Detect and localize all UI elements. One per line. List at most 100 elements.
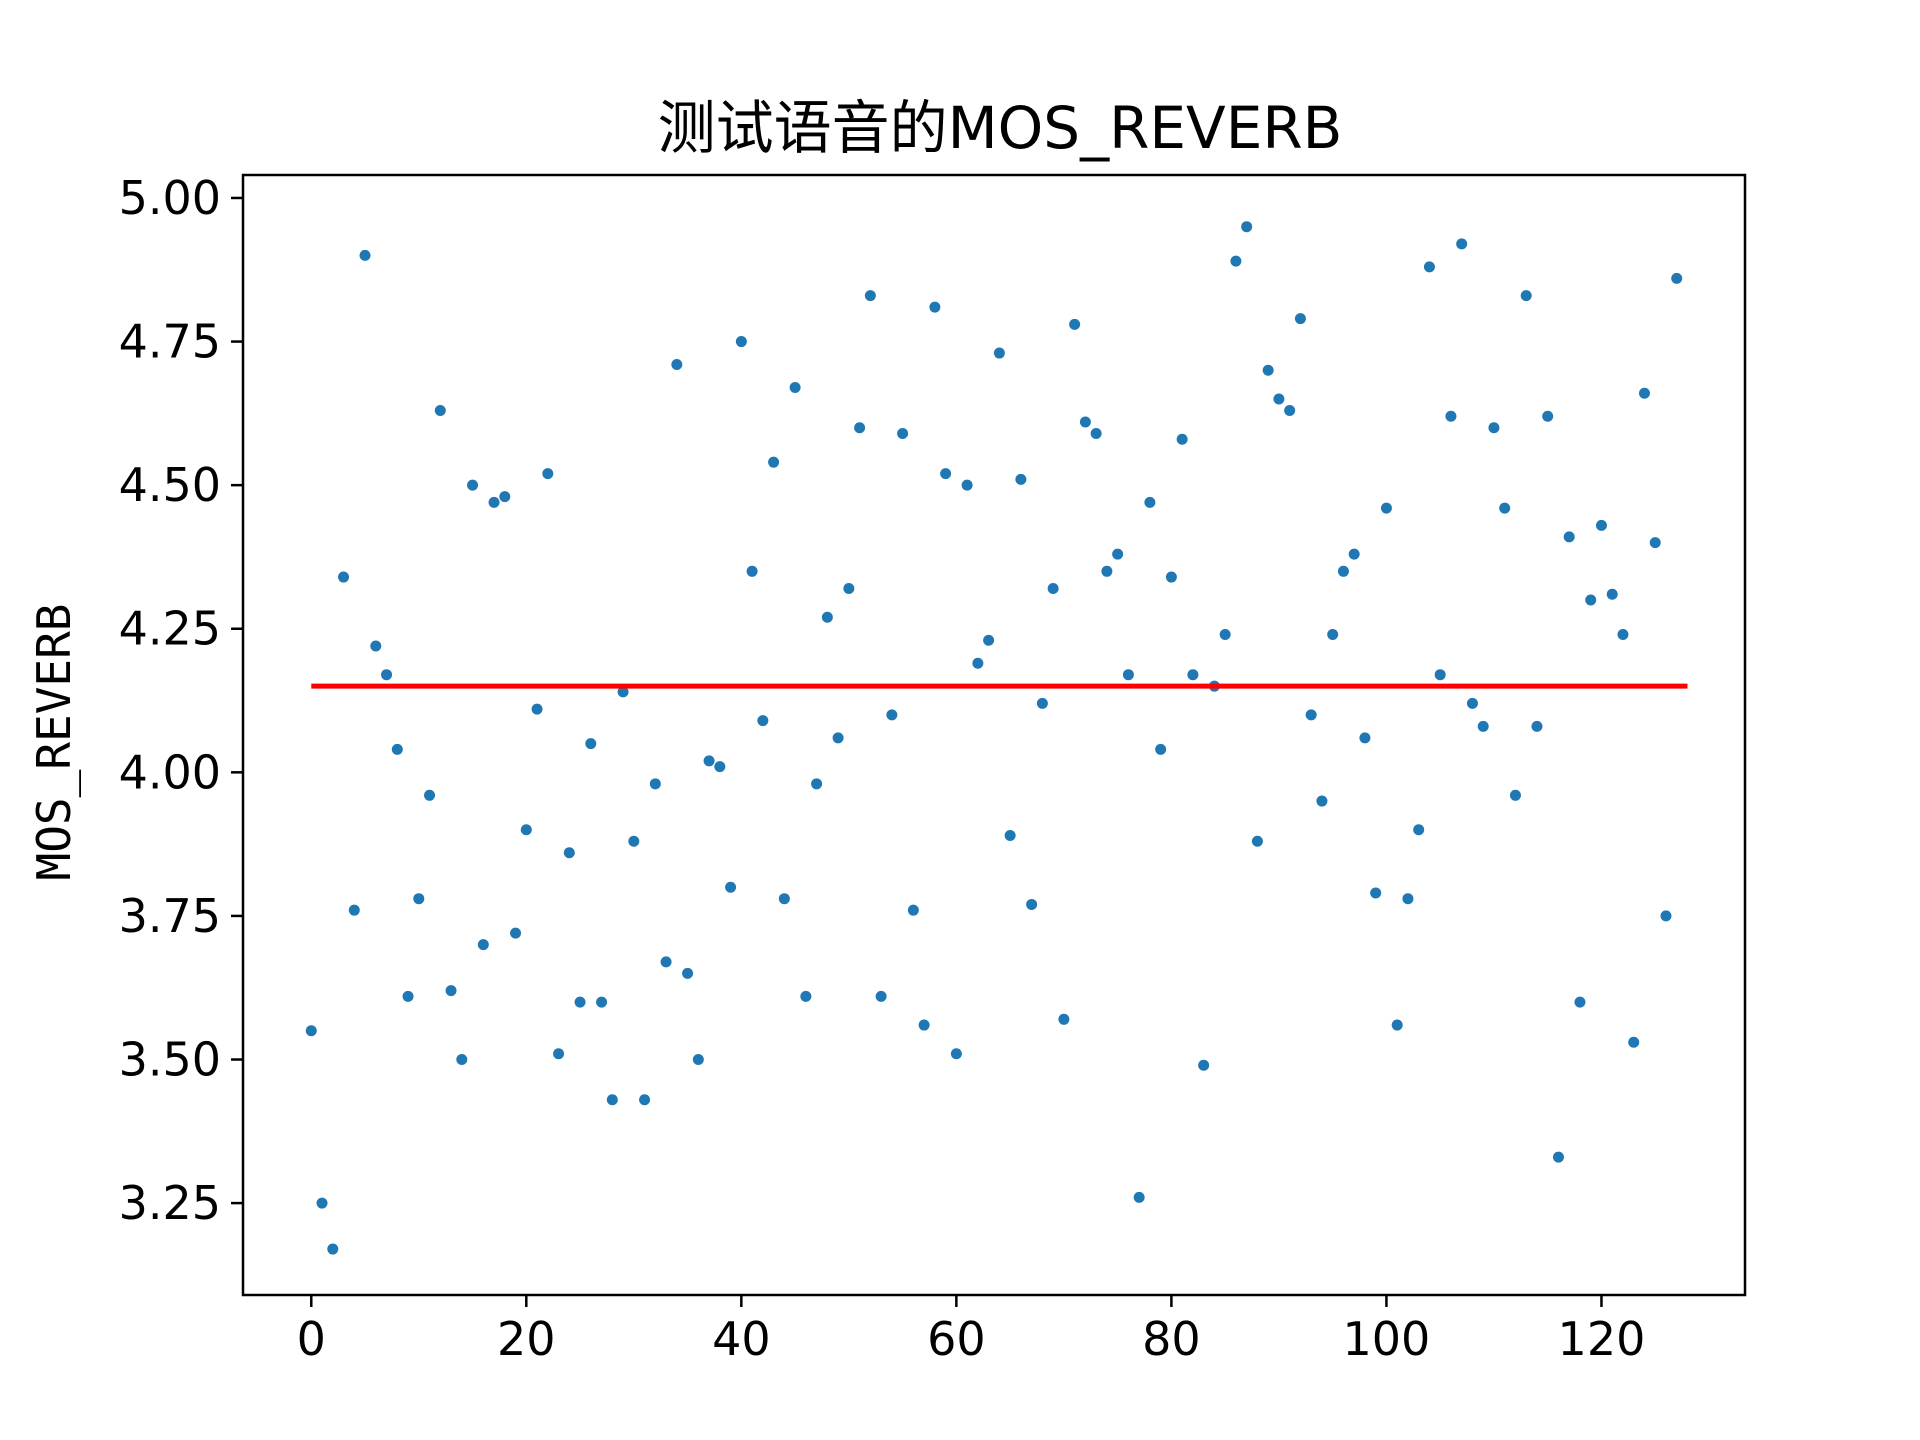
data-point: [1348, 548, 1360, 560]
data-point: [1090, 427, 1102, 439]
data-point: [918, 1019, 930, 1031]
data-point: [1187, 669, 1199, 681]
data-point: [940, 468, 952, 480]
data-point: [1477, 720, 1489, 732]
data-point: [1251, 835, 1263, 847]
data-point: [1380, 502, 1392, 514]
x-tick-label: 80: [1142, 1312, 1201, 1366]
data-point: [972, 657, 984, 669]
data-point: [725, 881, 737, 893]
data-point: [1219, 628, 1231, 640]
data-point: [1370, 887, 1382, 899]
data-point: [929, 301, 941, 313]
data-point: [488, 496, 500, 508]
data-point: [1638, 387, 1650, 399]
data-point: [1316, 795, 1328, 807]
data-point: [402, 990, 414, 1002]
data-point: [391, 743, 403, 755]
data-point: [499, 491, 511, 503]
data-point: [1122, 669, 1134, 681]
data-point: [864, 290, 876, 302]
y-tick-label: 4.00: [119, 745, 221, 799]
data-point: [649, 778, 661, 790]
data-point: [563, 847, 575, 859]
data-point: [305, 1025, 317, 1037]
data-point: [617, 686, 629, 698]
data-point: [1101, 565, 1113, 577]
data-point: [682, 967, 694, 979]
data-point: [596, 996, 608, 1008]
x-tick-label: 100: [1343, 1312, 1431, 1366]
data-point: [1047, 583, 1059, 595]
data-point: [413, 893, 425, 905]
data-point: [1241, 221, 1253, 233]
data-point: [961, 479, 973, 491]
data-point: [1660, 910, 1672, 922]
data-point: [1563, 531, 1575, 543]
data-point: [424, 789, 436, 801]
data-point: [1520, 290, 1532, 302]
y-tick-label: 4.75: [119, 315, 221, 369]
chart-title: 测试语音的MOS_REVERB: [658, 94, 1343, 162]
data-point: [746, 565, 758, 577]
data-point: [1036, 697, 1048, 709]
data-point: [821, 611, 833, 623]
data-point: [510, 927, 522, 939]
data-point: [434, 404, 446, 416]
data-point: [1294, 313, 1306, 325]
data-point: [811, 778, 823, 790]
data-point: [1628, 1036, 1640, 1048]
data-point: [542, 468, 554, 480]
data-point: [768, 456, 780, 468]
data-point: [1391, 1019, 1403, 1031]
data-point: [381, 669, 393, 681]
data-point: [1155, 743, 1167, 755]
x-tick-label: 0: [297, 1312, 326, 1366]
data-point: [359, 249, 371, 261]
data-point: [1585, 594, 1597, 606]
data-point: [1112, 548, 1124, 560]
plot-area-frame: [241, 173, 1747, 1297]
y-axis-ticks: 3.25 3.50 3.75 4.00 4.25 4.50 4.75 5.00: [119, 171, 243, 1230]
data-point: [832, 732, 844, 744]
data-point: [1144, 496, 1156, 508]
data-point: [714, 761, 726, 773]
data-point: [1552, 1151, 1564, 1163]
data-point: [553, 1048, 565, 1060]
data-point: [1574, 996, 1586, 1008]
data-point: [1488, 422, 1500, 434]
data-point: [1649, 537, 1661, 549]
data-point: [1004, 830, 1016, 842]
data-point: [316, 1197, 328, 1209]
data-point: [327, 1243, 339, 1255]
data-point: [445, 985, 457, 997]
data-point: [1284, 404, 1296, 416]
data-point: [950, 1048, 962, 1060]
data-point: [886, 709, 898, 721]
data-point: [843, 583, 855, 595]
data-point: [585, 738, 597, 750]
data-point: [671, 359, 683, 371]
data-point: [1327, 628, 1339, 640]
data-point: [1402, 893, 1414, 905]
data-point: [606, 1094, 618, 1106]
data-point: [1337, 565, 1349, 577]
data-point: [854, 422, 866, 434]
data-point: [993, 347, 1005, 359]
data-point: [1026, 898, 1038, 910]
data-point: [1230, 255, 1242, 267]
x-tick-label: 60: [927, 1312, 986, 1366]
data-point: [1079, 416, 1091, 428]
data-point: [983, 634, 995, 646]
y-tick-label: 5.00: [119, 171, 221, 225]
data-point: [1542, 410, 1554, 422]
data-point: [639, 1094, 651, 1106]
x-tick-label: 20: [497, 1312, 556, 1366]
data-point: [789, 382, 801, 394]
data-point: [348, 904, 360, 916]
x-tick-label: 120: [1558, 1312, 1646, 1366]
data-point: [1359, 732, 1371, 744]
